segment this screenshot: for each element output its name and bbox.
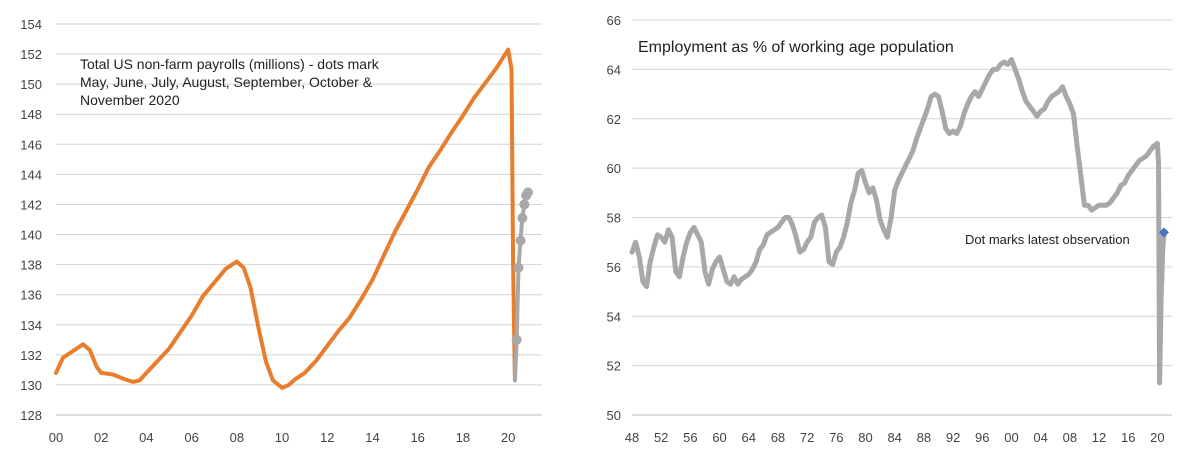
- employment-xtick-label: 72: [800, 430, 814, 445]
- payrolls-dot: [511, 334, 522, 345]
- employment-latest-dot: [1158, 227, 1169, 238]
- payrolls-xtick-label: 18: [456, 430, 470, 445]
- payrolls-dot: [519, 199, 530, 210]
- payrolls-ytick-label: 130: [20, 378, 42, 393]
- employment-xtick-label: 68: [771, 430, 785, 445]
- employment-ytick-label: 64: [607, 62, 621, 77]
- payrolls-dot: [522, 187, 533, 198]
- employment-xtick-label: 48: [625, 430, 639, 445]
- payrolls-xtick-label: 20: [501, 430, 515, 445]
- employment-ytick-label: 52: [607, 359, 621, 374]
- employment-ytick-label: 60: [607, 161, 621, 176]
- employment-ytick-label: 54: [607, 309, 621, 324]
- employment-xtick-label: 96: [975, 430, 989, 445]
- payrolls-series-line-1: [54, 47, 517, 390]
- payrolls-ytick-label: 138: [20, 258, 42, 273]
- employment-xtick-label: 60: [712, 430, 726, 445]
- payrolls-xtick-label: 00: [49, 430, 63, 445]
- payrolls-ytick-label: 140: [20, 228, 42, 243]
- employment-ytick-label: 50: [607, 408, 621, 423]
- payrolls-ytick-label: 136: [20, 288, 42, 303]
- employment-xtick-label: 00: [1004, 430, 1018, 445]
- employment-xtick-label: 64: [742, 430, 756, 445]
- employment-xtick-label: 12: [1092, 430, 1106, 445]
- employment-annotation: Dot marks latest observation: [965, 232, 1130, 247]
- payrolls-xtick-label: 06: [184, 430, 198, 445]
- payrolls-xtick-label: 02: [94, 430, 108, 445]
- payrolls-xtick-label: 08: [230, 430, 244, 445]
- payrolls-dot: [515, 235, 526, 246]
- employment-xtick-label: 08: [1063, 430, 1077, 445]
- payrolls-title-line: November 2020: [80, 92, 180, 108]
- employment-xtick-label: 92: [946, 430, 960, 445]
- payrolls-ytick-label: 144: [20, 167, 42, 182]
- employment-series-line-1: [629, 57, 1167, 386]
- payrolls-xtick-label: 12: [320, 430, 334, 445]
- employment-title: Employment as % of working age populatio…: [638, 39, 954, 56]
- employment-xtick-label: 88: [917, 430, 931, 445]
- employment-xtick-label: 56: [683, 430, 697, 445]
- payrolls-ytick-label: 148: [20, 107, 42, 122]
- employment-xtick-label: 84: [887, 430, 901, 445]
- payrolls-xtick-label: 16: [410, 430, 424, 445]
- payrolls-title-line: May, June, July, August, September, Octo…: [80, 74, 373, 90]
- payrolls-title-line: Total US non-farm payrolls (millions) - …: [80, 56, 380, 72]
- payrolls-ytick-label: 154: [20, 17, 42, 32]
- employment-ytick-label: 58: [607, 211, 621, 226]
- employment-xtick-label: 16: [1121, 430, 1135, 445]
- payrolls-xtick-label: 14: [365, 430, 379, 445]
- payrolls-xtick-label: 10: [275, 430, 289, 445]
- employment-ytick-label: 62: [607, 112, 621, 127]
- payrolls-dot: [517, 212, 528, 223]
- payrolls-ytick-label: 142: [20, 197, 42, 212]
- employment-xtick-label: 04: [1033, 430, 1047, 445]
- payrolls-ytick-label: 132: [20, 348, 42, 363]
- payrolls-ytick-label: 152: [20, 47, 42, 62]
- employment-xtick-label: 52: [654, 430, 668, 445]
- payrolls-ytick-label: 134: [20, 318, 42, 333]
- payrolls-xtick-label: 04: [139, 430, 153, 445]
- payrolls-dot: [513, 262, 524, 273]
- payrolls-ytick-label: 146: [20, 137, 42, 152]
- payrolls-ytick-label: 128: [20, 408, 42, 423]
- payrolls-chart: 128 130 132 134 136 138 140 142 144 146 148 150 152 1…: [20, 17, 542, 445]
- payrolls-ytick-label: 150: [20, 77, 42, 92]
- employment-xtick-label: 20: [1150, 430, 1164, 445]
- employment-xtick-label: 76: [829, 430, 843, 445]
- employment-xtick-label: 80: [858, 430, 872, 445]
- employment-ytick-label: 66: [607, 13, 621, 28]
- employment-ytick-label: 56: [607, 260, 621, 275]
